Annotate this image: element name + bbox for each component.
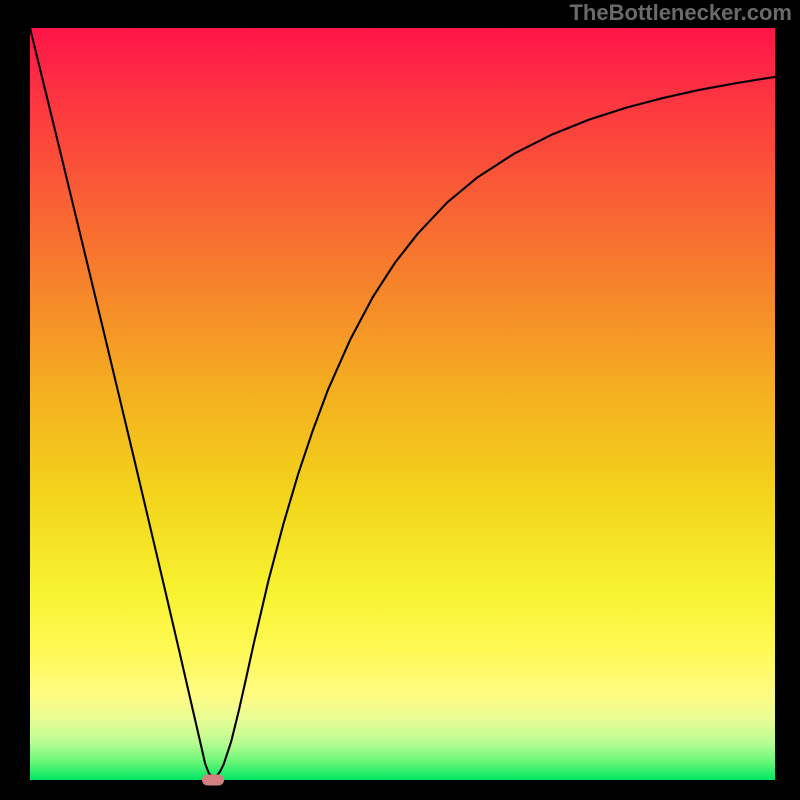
attribution-text: TheBottlenecker.com	[569, 0, 792, 26]
bottleneck-chart: TheBottlenecker.com	[0, 0, 800, 800]
optimal-point-marker	[202, 775, 224, 786]
gradient-background	[30, 28, 775, 780]
chart-svg	[30, 28, 775, 780]
plot-area	[30, 28, 775, 780]
